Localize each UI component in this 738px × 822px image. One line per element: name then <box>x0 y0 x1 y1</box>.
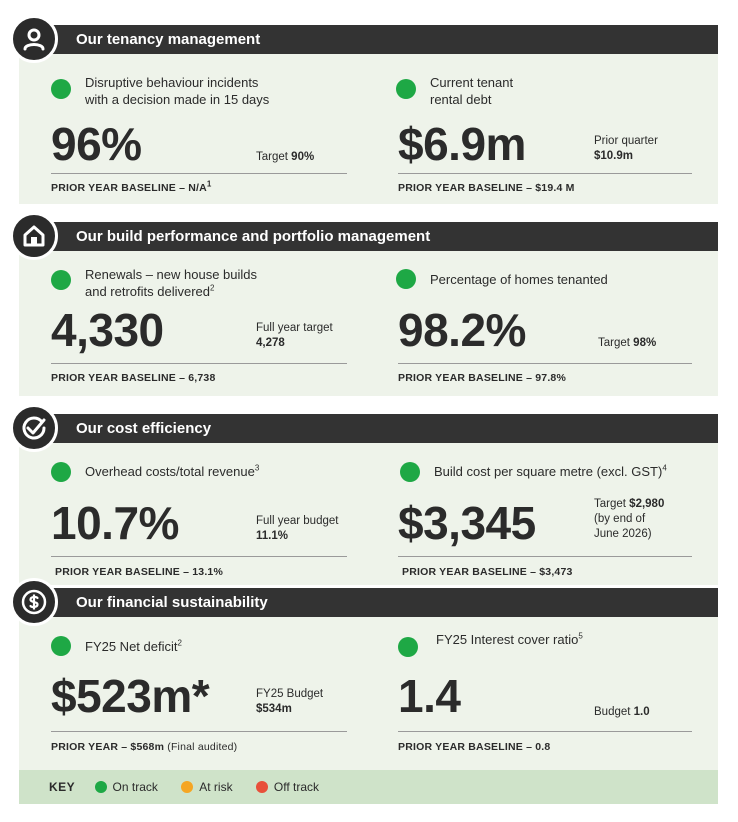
section-title: Our build performance and portfolio mana… <box>76 228 431 245</box>
metric-target: Target 98% <box>598 337 657 349</box>
baseline: PRIOR YEAR – $568m (Final audited) <box>51 741 238 753</box>
metric-target: Target 90% <box>256 151 315 163</box>
section-header-cost: Our cost efficiency <box>19 414 718 443</box>
divider <box>51 731 347 732</box>
divider <box>51 556 347 557</box>
baseline: PRIOR YEAR BASELINE – $19.4 M <box>398 182 575 194</box>
baseline: PRIOR YEAR BASELINE – $3,473 <box>402 566 573 578</box>
finance-panel <box>19 616 718 770</box>
metric-budget: Full year budget 11.1% <box>256 515 339 542</box>
section-header-tenancy: Our tenancy management <box>19 25 718 54</box>
baseline: PRIOR YEAR BASELINE – N/A1 <box>51 179 212 194</box>
section-title: Our cost efficiency <box>76 420 212 437</box>
metric-value: 98.2% <box>398 304 526 356</box>
metric-value: 10.7% <box>51 497 179 549</box>
metric-value: $6.9m <box>398 118 526 170</box>
on-track-dot-icon <box>94 781 107 793</box>
section-header-finance: Our financial sustainability <box>19 588 718 617</box>
divider <box>398 173 692 174</box>
key-title: KEY <box>49 780 76 794</box>
tenancy-panel <box>19 53 718 204</box>
divider <box>51 363 347 364</box>
status-dot-on-track <box>51 636 71 656</box>
divider <box>51 173 347 174</box>
metric-label: Build cost per square metre (excl. GST)4 <box>434 463 667 479</box>
metric-value: 4,330 <box>51 304 164 356</box>
metric-target: Target $2,980 (by end of June 2026) <box>594 498 665 540</box>
status-dot-on-track <box>51 462 71 482</box>
status-dot-on-track <box>400 462 420 482</box>
person-icon <box>10 15 58 63</box>
section-header-build: Our build performance and portfolio mana… <box>19 222 718 251</box>
status-dot-on-track <box>396 269 416 289</box>
key-item-at-risk: At risk <box>181 780 236 794</box>
metric-value: 1.4 <box>398 670 461 722</box>
metric-label: FY25 Interest cover ratio5 <box>436 631 583 647</box>
metric-budget: FY25 Budget $534m <box>256 688 324 715</box>
baseline: PRIOR YEAR BASELINE – 13.1% <box>55 566 224 578</box>
section-title: Our tenancy management <box>76 31 261 48</box>
metric-label: Percentage of homes tenanted <box>430 272 608 287</box>
metric-budget: Budget 1.0 <box>594 706 650 718</box>
metric-label: Overhead costs/total revenue3 <box>85 463 260 479</box>
metric-value: $3,345 <box>398 497 536 549</box>
status-dot-on-track <box>51 79 71 99</box>
metric-value: $523m* <box>51 670 210 722</box>
section-title: Our financial sustainability <box>76 594 268 611</box>
baseline: PRIOR YEAR BASELINE – 0.8 <box>398 741 551 753</box>
cost-panel <box>19 442 718 585</box>
metric-label: Renewals – new house builds and retrofit… <box>85 267 257 299</box>
status-dot-on-track <box>396 79 416 99</box>
build-panel <box>19 250 718 396</box>
off-track-dot-icon <box>255 781 268 793</box>
metric-label: FY25 Net deficit2 <box>85 638 182 654</box>
metric-label: Disruptive behaviour incidents with a de… <box>85 75 270 107</box>
divider <box>398 363 692 364</box>
metric-value: 96% <box>51 118 142 170</box>
divider <box>398 556 692 557</box>
check-circle-icon <box>10 404 58 452</box>
at-risk-dot-icon <box>181 781 194 793</box>
status-dot-on-track <box>398 637 418 657</box>
key-item-on-track: On track <box>94 780 162 794</box>
dollar-icon <box>10 578 58 626</box>
metric-label: Current tenant rental debt <box>430 75 514 107</box>
baseline: PRIOR YEAR BASELINE – 97.8% <box>398 372 567 384</box>
key-item-off-track: Off track <box>255 780 319 794</box>
baseline: PRIOR YEAR BASELINE – 6,738 <box>51 372 216 384</box>
metric-comparison: Prior quarter $10.9m <box>594 135 658 162</box>
house-icon <box>10 212 58 260</box>
status-dot-on-track <box>51 270 71 290</box>
divider <box>398 731 692 732</box>
legend-key: KEY On track At risk Off track <box>19 770 718 804</box>
metric-target: Full year target 4,278 <box>256 322 333 349</box>
